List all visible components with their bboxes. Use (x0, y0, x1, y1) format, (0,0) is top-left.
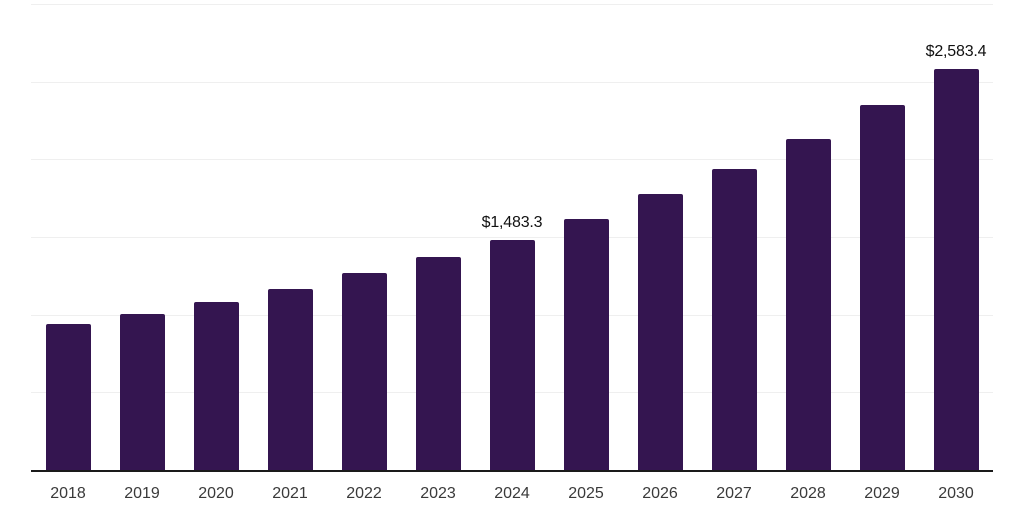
gridline-3000 (31, 4, 993, 5)
x-tick-2022: 2022 (346, 485, 382, 502)
bar-2023 (416, 257, 461, 470)
x-tick-2020: 2020 (198, 485, 234, 502)
x-tick-2029: 2029 (864, 485, 900, 502)
bar-2029 (860, 105, 905, 470)
x-axis-line (31, 470, 993, 472)
bar-2019 (120, 314, 165, 470)
bar-2020 (194, 302, 239, 470)
x-tick-2030: 2030 (938, 485, 974, 502)
x-tick-2025: 2025 (568, 485, 604, 502)
x-tick-2024: 2024 (494, 485, 530, 502)
bar-2022 (342, 273, 387, 470)
gridline-2000 (31, 159, 993, 160)
x-tick-2018: 2018 (50, 485, 86, 502)
x-tick-2019: 2019 (124, 485, 160, 502)
x-tick-2021: 2021 (272, 485, 308, 502)
x-tick-2026: 2026 (642, 485, 678, 502)
x-tick-2027: 2027 (716, 485, 752, 502)
bar-2026 (638, 194, 683, 470)
x-tick-2023: 2023 (420, 485, 456, 502)
bar-2021 (268, 289, 313, 470)
gridline-2500 (31, 82, 993, 83)
value-label-2030: $2,583.4 (925, 43, 987, 60)
x-tick-2028: 2028 (790, 485, 826, 502)
bar-2028 (786, 139, 831, 470)
bar-2025 (564, 219, 609, 470)
bar-2027 (712, 169, 757, 470)
bar-2018 (46, 324, 91, 470)
value-label-2024: $1,483.3 (481, 214, 543, 231)
bar-2030 (934, 69, 979, 470)
gridline-1500 (31, 237, 993, 238)
bar-2024 (490, 240, 535, 470)
